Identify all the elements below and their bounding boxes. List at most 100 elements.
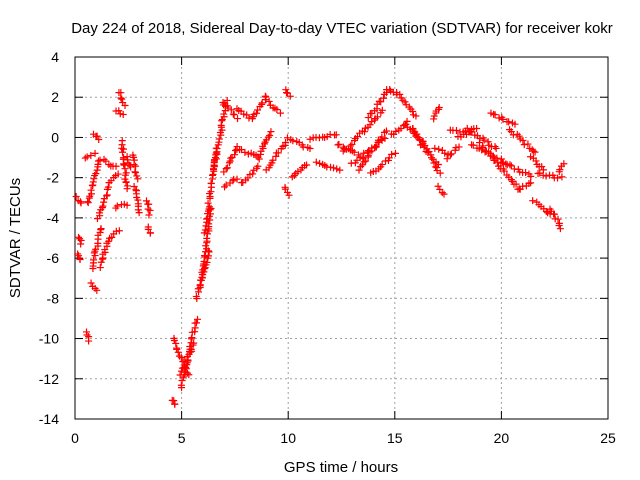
data-point-marker <box>177 381 185 389</box>
data-point-marker <box>130 182 138 190</box>
data-point-marker <box>212 155 220 163</box>
data-point-marker <box>378 133 386 141</box>
data-point-marker <box>403 117 411 125</box>
data-point-marker <box>330 164 338 172</box>
chart-title: Day 224 of 2018, Sidereal Day-to-day VTE… <box>71 20 613 37</box>
data-point-marker <box>378 161 386 169</box>
data-point-marker <box>178 376 186 384</box>
data-point-marker <box>97 225 105 233</box>
data-point-marker <box>76 198 84 206</box>
data-point-marker <box>202 248 210 256</box>
data-point-marker <box>87 186 95 194</box>
x-tick-label: 10 <box>280 430 296 446</box>
data-point-marker <box>231 151 239 159</box>
data-point-marker <box>146 206 154 214</box>
data-point-marker <box>232 147 240 155</box>
data-point-marker <box>74 250 82 258</box>
data-point-marker <box>381 134 389 142</box>
data-point-marker <box>192 292 200 300</box>
data-point-marker <box>532 157 540 165</box>
data-point-marker <box>347 142 355 150</box>
data-point-marker <box>102 157 110 165</box>
data-point-marker <box>377 98 385 106</box>
data-point-marker <box>72 193 80 201</box>
data-point-marker <box>83 153 91 161</box>
data-point-marker <box>130 161 138 169</box>
data-point-marker <box>114 170 122 178</box>
data-point-marker <box>240 110 248 118</box>
data-point-marker <box>431 144 439 152</box>
data-point-marker <box>194 315 202 323</box>
data-point-marker <box>373 113 381 121</box>
data-point-marker <box>132 162 140 170</box>
data-point-marker <box>506 161 514 169</box>
data-point-marker <box>267 128 275 136</box>
data-point-marker <box>213 145 221 153</box>
data-point-marker <box>550 210 558 218</box>
data-point-marker <box>207 179 215 187</box>
data-point-marker <box>99 202 107 210</box>
data-point-marker <box>512 180 520 188</box>
data-point-marker <box>255 155 263 163</box>
x-axis-label: GPS time / hours <box>284 459 398 476</box>
data-point-marker <box>265 97 273 105</box>
data-point-marker <box>446 151 454 159</box>
data-point-marker <box>118 144 126 152</box>
data-point-marker <box>285 191 293 199</box>
data-point-marker <box>388 150 396 158</box>
axis-ticks <box>74 56 609 420</box>
data-point-marker <box>89 178 97 186</box>
data-point-marker <box>560 160 568 168</box>
data-point-marker <box>430 112 438 120</box>
data-point-marker <box>333 165 341 173</box>
data-point-marker <box>210 159 218 167</box>
data-point-marker <box>556 225 564 233</box>
data-point-marker <box>527 172 535 180</box>
data-point-marker <box>121 165 129 173</box>
data-point-marker <box>100 198 108 206</box>
data-point-marker <box>95 135 103 143</box>
data-point-marker <box>122 178 130 186</box>
data-point-marker <box>443 155 451 163</box>
data-point-marker <box>200 229 208 237</box>
data-point-marker <box>77 240 85 248</box>
data-point-marker <box>348 140 356 148</box>
data-point-marker <box>84 199 92 207</box>
data-point-marker <box>364 152 372 160</box>
data-point-marker <box>499 115 507 123</box>
data-point-marker <box>75 252 83 260</box>
y-tick-label: 4 <box>51 49 59 65</box>
data-point-marker <box>91 149 99 157</box>
data-point-marker <box>115 107 123 115</box>
data-point-marker <box>269 156 277 164</box>
data-point-marker <box>90 175 98 183</box>
data-point-marker <box>539 171 547 179</box>
data-point-marker <box>391 149 399 157</box>
data-point-marker <box>382 127 390 135</box>
y-tick-label: -4 <box>47 210 60 226</box>
data-point-marker <box>306 145 314 153</box>
data-point-marker <box>485 148 493 156</box>
data-point-marker <box>542 172 550 180</box>
data-point-marker <box>276 109 284 117</box>
data-point-marker <box>76 255 84 263</box>
data-point-marker <box>452 127 460 135</box>
data-point-marker <box>262 96 270 104</box>
data-point-marker <box>123 185 131 193</box>
data-point-marker <box>134 175 142 183</box>
data-point-marker <box>361 128 369 136</box>
data-point-marker <box>202 222 210 230</box>
data-point-marker <box>201 226 209 234</box>
data-point-marker <box>428 154 436 162</box>
data-point-marker <box>554 174 562 182</box>
data-point-marker <box>145 211 153 219</box>
y-tick-label: -10 <box>39 331 59 347</box>
data-point-marker <box>120 145 128 153</box>
data-point-marker <box>252 109 260 117</box>
data-point-marker <box>335 140 343 148</box>
data-point-marker <box>84 198 92 206</box>
data-point-marker <box>174 348 182 356</box>
data-point-marker <box>172 339 180 347</box>
data-point-marker <box>527 179 535 187</box>
